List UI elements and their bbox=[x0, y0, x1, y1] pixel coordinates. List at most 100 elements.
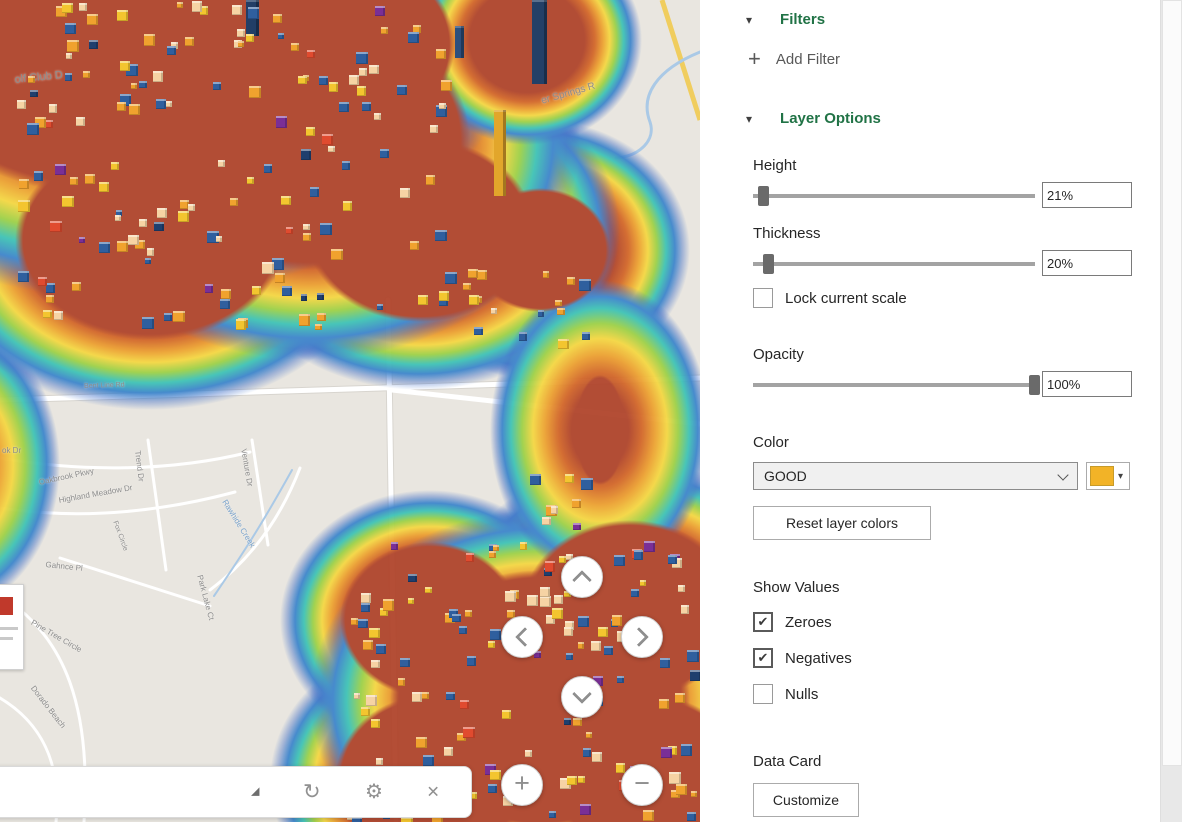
data-point-cube bbox=[220, 298, 231, 309]
thickness-slider[interactable] bbox=[753, 254, 1035, 274]
zoom-in-button[interactable]: + bbox=[501, 764, 543, 806]
data-point-cube bbox=[218, 160, 225, 168]
add-filter-button[interactable]: + Add Filter bbox=[748, 48, 840, 70]
lock-scale-row[interactable]: Lock current scale bbox=[753, 288, 907, 308]
filters-section-header[interactable]: ▾ Filters bbox=[746, 11, 825, 28]
data-point-cube bbox=[139, 80, 147, 89]
data-point-cube bbox=[298, 314, 311, 326]
height-input[interactable] bbox=[1042, 182, 1132, 208]
data-point-cube bbox=[674, 693, 685, 704]
negatives-checkbox[interactable]: ✔ bbox=[753, 648, 773, 668]
data-pillar bbox=[455, 26, 464, 58]
reset-layer-colors-button[interactable]: Reset layer colors bbox=[753, 506, 931, 540]
close-icon[interactable]: × bbox=[427, 780, 440, 804]
data-point-cube bbox=[681, 744, 693, 756]
pan-left-button[interactable] bbox=[501, 616, 543, 658]
negatives-row[interactable]: ✔ Negatives bbox=[753, 648, 852, 668]
data-point-cube bbox=[552, 607, 564, 620]
negatives-label: Negatives bbox=[785, 649, 852, 667]
data-point-cube bbox=[115, 214, 122, 221]
data-point-cube bbox=[553, 594, 564, 605]
data-point-cube bbox=[542, 271, 550, 278]
data-point-cube bbox=[487, 783, 498, 793]
layer-options-section-header[interactable]: ▾ Layer Options bbox=[746, 110, 881, 127]
color-swatch-button[interactable]: ▾ bbox=[1086, 462, 1130, 490]
zeroes-row[interactable]: ✔ Zeroes bbox=[753, 612, 832, 632]
data-point-cube bbox=[566, 553, 573, 561]
gear-icon[interactable]: ⚙ bbox=[365, 781, 383, 803]
chevron-up-icon bbox=[572, 570, 592, 590]
resize-handle-icon[interactable]: ◢ bbox=[251, 785, 260, 798]
data-point-cube bbox=[166, 46, 176, 55]
zeroes-checkbox[interactable]: ✔ bbox=[753, 612, 773, 632]
data-point-cube bbox=[659, 657, 671, 669]
data-point-cube bbox=[303, 232, 312, 241]
slider-track[interactable] bbox=[753, 383, 1035, 387]
legend-text-line bbox=[0, 627, 18, 630]
slider-track[interactable] bbox=[753, 262, 1035, 266]
pan-down-button[interactable] bbox=[561, 676, 603, 718]
data-point-cube bbox=[247, 7, 259, 19]
data-point-cube bbox=[30, 89, 38, 98]
data-point-cube bbox=[677, 584, 686, 593]
pan-up-button[interactable] bbox=[561, 556, 603, 598]
data-point-cube bbox=[593, 676, 604, 686]
data-point-cube bbox=[492, 544, 500, 552]
data-point-cube bbox=[614, 555, 626, 567]
data-point-cube bbox=[152, 71, 163, 82]
data-point-cube bbox=[281, 286, 293, 297]
data-point-cube bbox=[55, 5, 67, 17]
data-point-cube bbox=[119, 60, 131, 72]
height-slider[interactable] bbox=[753, 186, 1035, 206]
slider-track[interactable] bbox=[753, 194, 1035, 198]
slider-thumb[interactable] bbox=[762, 254, 774, 274]
legend-swatch-red bbox=[0, 597, 13, 615]
show-values-label: Show Values bbox=[753, 579, 840, 596]
data-point-cube bbox=[459, 625, 468, 635]
refresh-icon[interactable]: ↻ bbox=[303, 780, 321, 804]
data-point-cube bbox=[489, 550, 497, 559]
thickness-input[interactable] bbox=[1042, 250, 1132, 276]
opacity-input[interactable] bbox=[1042, 371, 1132, 397]
data-point-cube bbox=[62, 195, 74, 208]
data-point-cube bbox=[187, 204, 195, 211]
lock-scale-checkbox[interactable] bbox=[753, 288, 773, 308]
zoom-out-button[interactable]: − bbox=[621, 764, 663, 806]
data-point-cube bbox=[408, 573, 417, 583]
data-point-cube bbox=[410, 241, 419, 250]
color-dropdown[interactable]: GOOD bbox=[753, 462, 1078, 490]
data-point-cube bbox=[577, 615, 590, 628]
opacity-slider[interactable] bbox=[753, 375, 1040, 395]
data-point-cube bbox=[65, 52, 72, 59]
nulls-checkbox[interactable] bbox=[753, 684, 773, 704]
data-point-cube bbox=[206, 230, 219, 243]
slider-thumb[interactable] bbox=[1029, 375, 1040, 395]
data-point-cube bbox=[361, 593, 372, 603]
customize-button[interactable]: Customize bbox=[753, 783, 859, 817]
opacity-label: Opacity bbox=[753, 346, 804, 363]
data-point-cube bbox=[400, 817, 413, 822]
slider-thumb[interactable] bbox=[758, 186, 770, 206]
data-point-cube bbox=[138, 218, 148, 228]
data-point-cube bbox=[84, 173, 96, 184]
scrollbar-thumb[interactable] bbox=[1162, 0, 1182, 766]
data-point-cube bbox=[381, 27, 389, 35]
data-point-cube bbox=[659, 699, 669, 709]
data-point-cube bbox=[116, 10, 128, 22]
data-point-cube bbox=[530, 474, 541, 485]
data-point-cube bbox=[643, 541, 655, 553]
pan-right-button[interactable] bbox=[621, 616, 663, 658]
nulls-row[interactable]: Nulls bbox=[753, 684, 818, 704]
data-point-cube bbox=[582, 331, 590, 340]
data-point-cube bbox=[199, 6, 209, 15]
data-point-cube bbox=[611, 615, 623, 626]
data-point-cube bbox=[564, 473, 575, 484]
data-point-cube bbox=[397, 678, 406, 687]
data-point-cube bbox=[476, 270, 487, 280]
data-point-cube bbox=[361, 102, 371, 112]
data-point-cube bbox=[446, 691, 455, 701]
data-point-cube bbox=[506, 610, 515, 619]
scrollbar[interactable] bbox=[1160, 0, 1182, 822]
data-point-cube bbox=[125, 64, 138, 76]
